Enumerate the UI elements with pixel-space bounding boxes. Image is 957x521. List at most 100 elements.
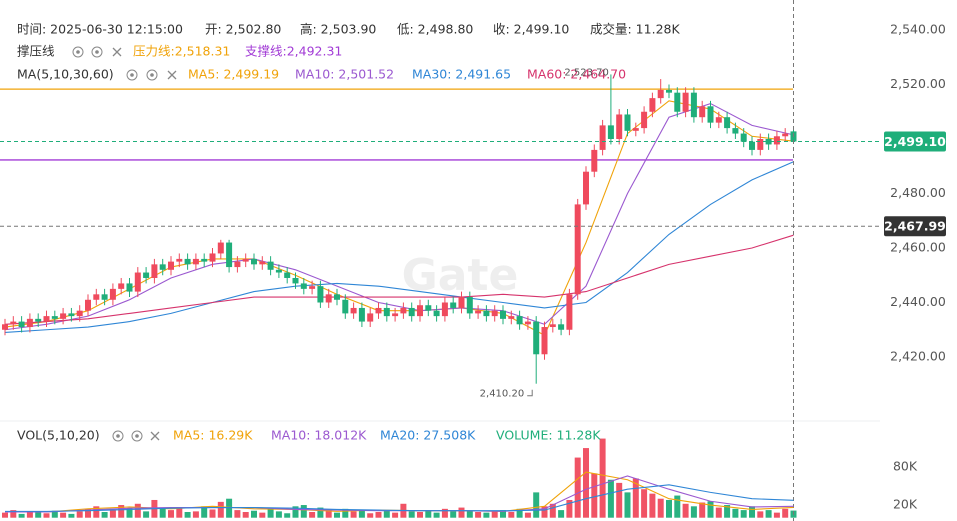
level-legend: 压力线:2,518.31 <box>133 44 230 59</box>
volume-bar <box>68 513 75 518</box>
candle-body <box>616 114 623 139</box>
vol-ma-legend: MA10: 18.012K <box>271 428 367 443</box>
candle-body <box>85 299 91 311</box>
volume-bar <box>126 508 133 518</box>
volume-bar <box>109 510 116 518</box>
candle-body <box>18 321 25 328</box>
volume-bar <box>168 510 174 518</box>
candle-body <box>707 106 714 123</box>
candle-body <box>624 114 631 131</box>
candle-body <box>533 321 540 355</box>
volume-bar <box>300 505 307 518</box>
header-field: 成交量: 11.28K <box>590 22 680 37</box>
volume-bar <box>176 507 183 518</box>
candle-body <box>267 261 274 270</box>
volume-bar <box>284 513 291 518</box>
candle-body <box>607 125 614 139</box>
icon <box>130 73 134 77</box>
candle-body <box>126 283 133 292</box>
volume-bar <box>43 513 50 518</box>
volume-bar <box>101 512 108 518</box>
volume-bar <box>674 495 681 518</box>
volume-bar <box>657 498 664 518</box>
candle-body <box>408 307 415 317</box>
volume-bar <box>93 506 100 518</box>
candle-body <box>583 171 589 205</box>
volume-bar <box>350 511 357 518</box>
volume-bar <box>35 512 42 518</box>
volume-bar <box>591 473 598 518</box>
candle-body <box>76 310 83 317</box>
volume-bar <box>500 510 506 518</box>
volume-bar <box>450 511 457 518</box>
candle-body <box>10 321 17 325</box>
y-tick-label: 2,520.00 <box>890 76 946 91</box>
candle-body <box>715 117 722 123</box>
icon <box>112 430 124 442</box>
volume-bar <box>624 492 631 518</box>
candle-body <box>674 92 681 112</box>
candle-body <box>350 307 357 314</box>
candle-body <box>51 316 58 319</box>
candle-body <box>26 318 33 328</box>
candle-body <box>765 139 772 145</box>
candle-body <box>508 316 515 319</box>
volume-bar <box>558 510 565 518</box>
vol-ma-line <box>5 484 794 512</box>
candle-body <box>201 258 208 262</box>
candle-body <box>367 313 374 322</box>
volume-bar <box>491 511 498 518</box>
ma-legend: MA30: 2,491.65 <box>412 67 511 82</box>
volume-bar <box>483 512 490 518</box>
icon <box>112 47 122 57</box>
volume-bar <box>18 513 25 518</box>
candle-body <box>433 310 440 317</box>
volume-bar <box>649 493 656 518</box>
volume-bar <box>765 510 772 518</box>
candle-body <box>599 125 606 150</box>
candle-body <box>475 310 482 314</box>
candle-body <box>417 305 423 317</box>
ma-line <box>4 234 794 325</box>
y-tick-label: 2,480.00 <box>890 185 946 200</box>
watermark: Gate <box>402 250 519 301</box>
candle-body <box>226 242 233 268</box>
candle-body <box>2 324 8 330</box>
volume-bar <box>76 511 83 518</box>
candle-body <box>466 297 473 314</box>
volume-bar <box>541 506 548 518</box>
candle-body <box>500 310 506 319</box>
volume-bar <box>408 511 415 518</box>
ma-legend: MA60: 2,464.70 <box>527 67 626 82</box>
candle-body <box>699 106 706 118</box>
level-legend: 支撑线:2,492.31 <box>245 44 342 59</box>
volume-bar <box>251 510 257 518</box>
candle-body <box>325 294 332 303</box>
header-field: 收: 2,499.10 <box>493 22 569 37</box>
volume-bar <box>60 512 67 518</box>
icon <box>131 430 143 442</box>
candle-body <box>524 321 531 325</box>
icon <box>76 50 80 54</box>
candle-body <box>450 302 457 308</box>
header-field: 低: 2,498.80 <box>397 22 473 37</box>
candle-body <box>275 269 282 273</box>
volume-bar <box>508 512 515 518</box>
candle-body <box>740 133 747 142</box>
volume-bar <box>549 503 556 518</box>
volume-bar <box>51 510 58 518</box>
volume-bar <box>516 508 523 518</box>
volume-bar <box>292 506 299 518</box>
icon <box>126 69 138 81</box>
candle-body <box>209 253 216 262</box>
volume-bar <box>383 510 390 518</box>
icon <box>135 434 139 438</box>
volume-bar <box>433 512 440 518</box>
volume-bar <box>2 512 8 518</box>
volume-bar <box>616 482 623 518</box>
volume-bar <box>217 501 224 518</box>
volume-bar <box>118 505 125 518</box>
vol-ma-legend: MA5: 16.29K <box>173 428 253 443</box>
y-tick-label: 2,440.00 <box>890 294 946 309</box>
volume-bar <box>392 512 399 518</box>
